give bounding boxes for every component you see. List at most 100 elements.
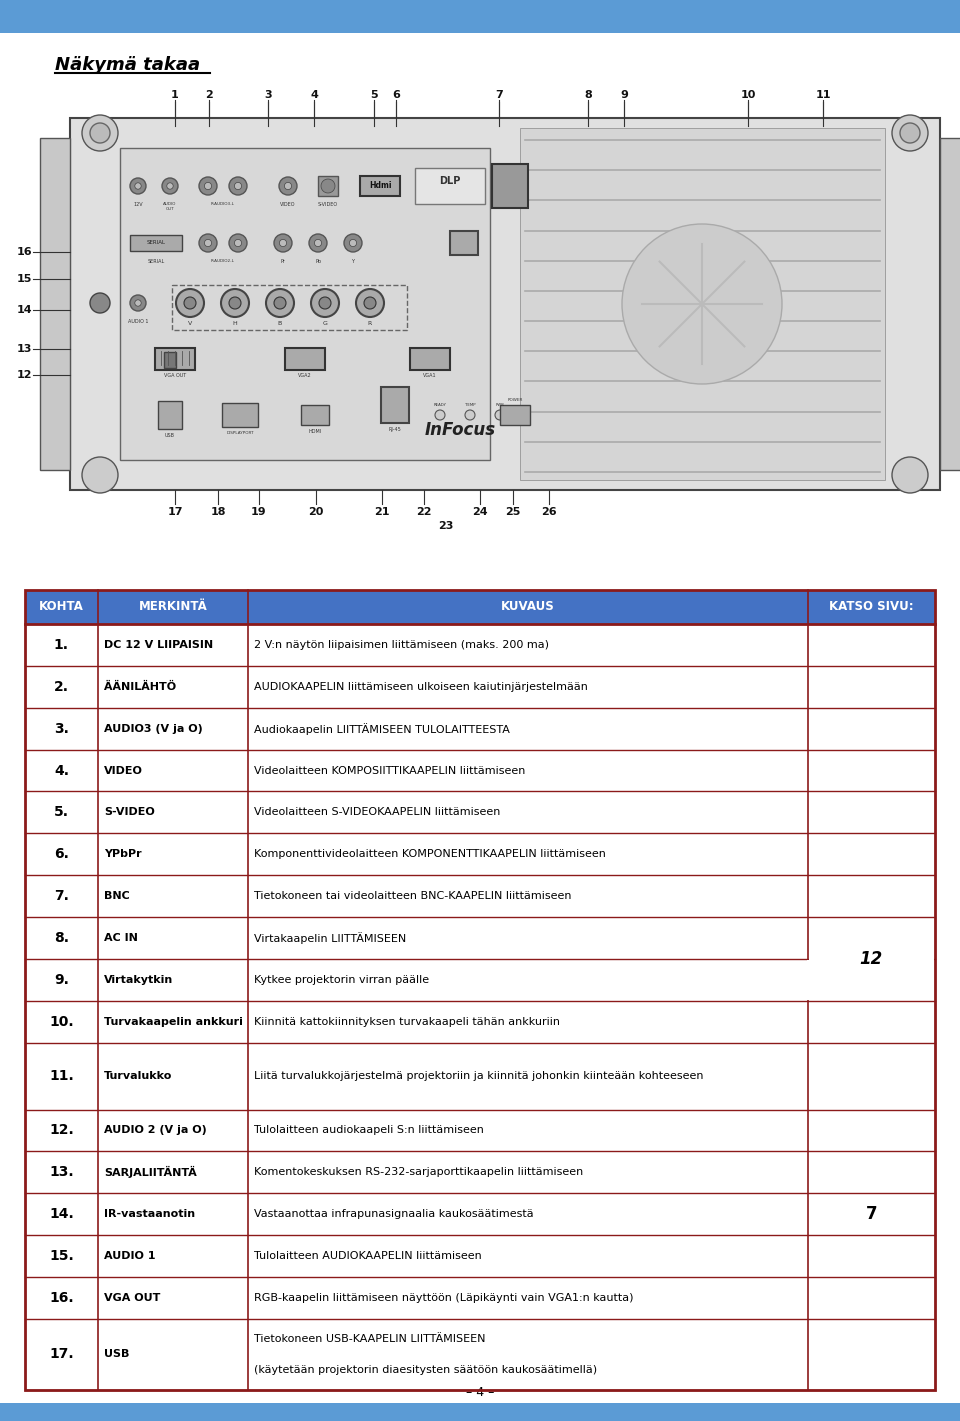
Circle shape	[321, 179, 335, 193]
Text: DLP: DLP	[440, 176, 461, 186]
Text: POWER: POWER	[507, 398, 522, 402]
Bar	[10, 82, 950, 530]
Circle shape	[130, 178, 146, 195]
Text: 13.: 13.	[49, 1165, 74, 1179]
Circle shape	[435, 411, 445, 421]
Bar	[25, 1000, 935, 1043]
Text: 5.: 5.	[54, 806, 69, 820]
Circle shape	[319, 297, 331, 308]
Bar	[25, 833, 935, 875]
Text: 19: 19	[252, 507, 267, 517]
Bar	[807, 959, 808, 1000]
Text: VGA OUT: VGA OUT	[164, 372, 186, 378]
Text: Videolaitteen S-VIDEOKAAPELIN liittämiseen: Videolaitteen S-VIDEOKAAPELIN liittämise…	[254, 807, 500, 817]
Text: DC 12 V LIIPAISIN: DC 12 V LIIPAISIN	[104, 639, 213, 649]
Bar	[25, 624, 935, 666]
Circle shape	[229, 297, 241, 308]
Text: 17.: 17.	[49, 1347, 74, 1361]
Text: R·AUDIO3-L: R·AUDIO3-L	[211, 202, 235, 206]
Bar	[25, 1235, 935, 1277]
Text: HDMI: HDMI	[308, 429, 322, 433]
Circle shape	[229, 178, 247, 195]
Bar	[155, 348, 195, 369]
Text: PWR: PWR	[495, 404, 504, 406]
Text: H: H	[232, 321, 237, 325]
Text: 18: 18	[210, 507, 226, 517]
Text: RJ-45: RJ-45	[389, 426, 401, 432]
Bar	[0, 28, 960, 33]
Circle shape	[199, 234, 217, 252]
Circle shape	[344, 234, 362, 252]
Text: Kytkee projektorin virran päälle: Kytkee projektorin virran päälle	[254, 975, 429, 985]
Bar	[222, 404, 258, 426]
Bar	[25, 1151, 935, 1194]
Bar	[808, 958, 934, 961]
Text: Vastaanottaa infrapunasignaalia kaukosäätimestä: Vastaanottaa infrapunasignaalia kaukosää…	[254, 1209, 534, 1219]
Circle shape	[176, 288, 204, 317]
Bar	[25, 666, 935, 708]
Bar	[25, 590, 935, 1390]
Circle shape	[82, 115, 118, 151]
Bar	[25, 708, 935, 749]
Bar	[940, 138, 960, 470]
Text: 10.: 10.	[49, 1015, 74, 1029]
Text: TEMP: TEMP	[465, 404, 475, 406]
Bar	[40, 138, 70, 470]
Circle shape	[204, 182, 211, 189]
Text: 7: 7	[866, 1205, 877, 1223]
Text: 8: 8	[584, 90, 592, 99]
Bar	[25, 791, 935, 833]
Text: Audiokaapelin LIITTÄMISEEN TULOLAITTEESTA: Audiokaapelin LIITTÄMISEEN TULOLAITTEEST…	[254, 723, 510, 735]
Circle shape	[162, 178, 178, 195]
Text: 12.: 12.	[49, 1124, 74, 1137]
Text: 1.: 1.	[54, 638, 69, 652]
Text: 1: 1	[171, 90, 179, 99]
Text: USB: USB	[165, 433, 175, 438]
Bar	[450, 232, 478, 254]
Text: Turvalukko: Turvalukko	[104, 1071, 172, 1081]
Bar	[381, 387, 409, 423]
Text: KOHTA: KOHTA	[39, 601, 84, 614]
Circle shape	[356, 288, 384, 317]
Text: Turvakaapelin ankkuri: Turvakaapelin ankkuri	[104, 1016, 243, 1026]
Text: 2.: 2.	[54, 679, 69, 693]
Bar	[25, 1110, 935, 1151]
Text: 11: 11	[815, 90, 830, 99]
Bar	[70, 118, 940, 490]
Text: AUDIOKAAPELIN liittämiseen ulkoiseen kaiutinjärjestelmään: AUDIOKAAPELIN liittämiseen ulkoiseen kai…	[254, 682, 588, 692]
Text: AUDIO 2 (V ja O): AUDIO 2 (V ja O)	[104, 1125, 206, 1135]
Text: Videolaitteen KOMPOSIITTIKAAPELIN liittämiseen: Videolaitteen KOMPOSIITTIKAAPELIN liittä…	[254, 766, 525, 776]
Circle shape	[134, 300, 141, 306]
Text: 10: 10	[740, 90, 756, 99]
Text: ÄÄNILÄHTÖ: ÄÄNILÄHTÖ	[104, 682, 176, 692]
Circle shape	[90, 124, 110, 144]
Text: DISPLAYPORT: DISPLAYPORT	[227, 431, 253, 435]
Text: BNC: BNC	[104, 891, 130, 901]
Text: USB: USB	[104, 1350, 130, 1360]
Circle shape	[274, 234, 292, 252]
Text: Y: Y	[351, 259, 354, 264]
Bar	[25, 1194, 935, 1235]
Text: 22: 22	[417, 507, 432, 517]
Text: 14: 14	[16, 306, 32, 315]
Text: Pb: Pb	[315, 259, 321, 264]
Text: 16: 16	[16, 247, 32, 257]
Text: 3.: 3.	[54, 722, 69, 736]
Text: Pr: Pr	[280, 259, 285, 264]
Text: AUDIO 1: AUDIO 1	[128, 318, 148, 324]
Bar	[285, 348, 325, 369]
Bar	[172, 286, 407, 330]
Text: G: G	[323, 321, 327, 325]
Text: AUDIO
OUT: AUDIO OUT	[163, 202, 177, 210]
Text: 21: 21	[374, 507, 390, 517]
Text: 12V: 12V	[133, 202, 143, 207]
Text: VGA2: VGA2	[299, 372, 312, 378]
Text: Tietokoneen USB-KAAPELIN LIITTÄMISEEN: Tietokoneen USB-KAAPELIN LIITTÄMISEEN	[254, 1334, 486, 1344]
Circle shape	[234, 182, 242, 189]
Text: (käytetään projektorin diaesitysten säätöön kaukosäätimellä): (käytetään projektorin diaesitysten säät…	[254, 1366, 597, 1376]
Text: VIDEO: VIDEO	[104, 766, 143, 776]
Text: V: V	[188, 321, 192, 325]
Text: AC IN: AC IN	[104, 934, 137, 944]
Text: 20: 20	[308, 507, 324, 517]
Circle shape	[266, 288, 294, 317]
